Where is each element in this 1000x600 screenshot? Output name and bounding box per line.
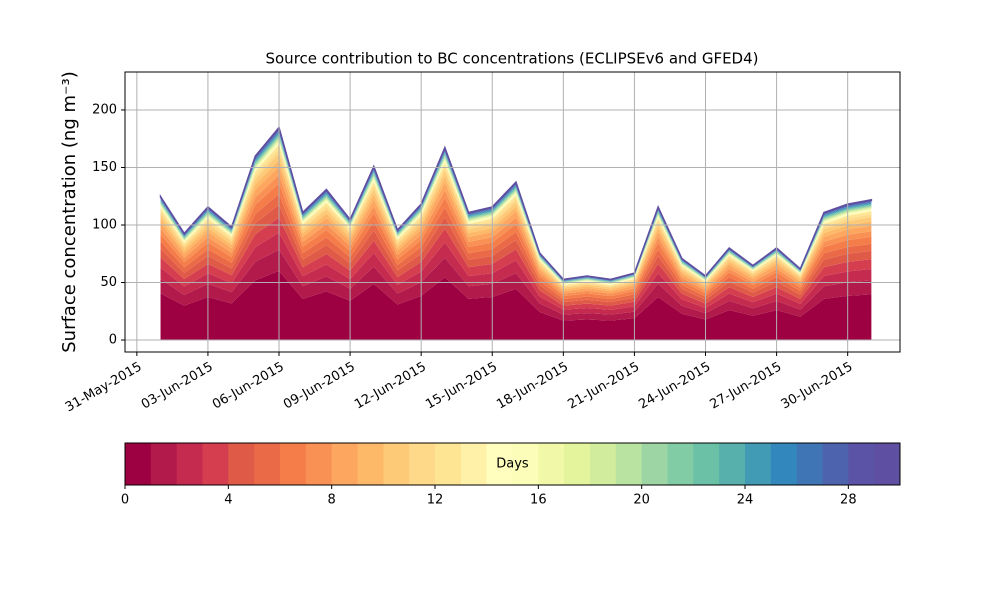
colorbar-swatch <box>305 443 333 485</box>
x-tick-label: 21-Jun-2015 <box>565 360 642 413</box>
colorbar-tick-label: 0 <box>121 493 129 508</box>
x-tick-label: 27-Jun-2015 <box>708 360 785 413</box>
colorbar-swatch <box>435 443 462 485</box>
area-layer <box>160 232 872 315</box>
colorbar-label: Days <box>496 457 529 472</box>
colorbar-swatch <box>228 443 255 485</box>
colorbar-swatch <box>538 443 565 485</box>
colorbar-swatch <box>512 443 539 485</box>
colorbar-swatch <box>822 443 849 485</box>
colorbar-tick-label: 12 <box>427 493 444 508</box>
y-tick-label: 0 <box>109 333 117 348</box>
x-tick-label: 30-Jun-2015 <box>779 360 856 413</box>
colorbar-swatch <box>615 443 643 485</box>
plot-frame <box>124 71 901 353</box>
area-layer <box>160 204 872 306</box>
colorbar-swatch <box>564 443 591 485</box>
y-tick-label: 100 <box>92 217 117 232</box>
x-tick-label: 18-Jun-2015 <box>494 360 571 413</box>
colorbar-swatch <box>150 443 178 485</box>
colorbar-swatch <box>125 443 152 485</box>
x-tick-label: 12-Jun-2015 <box>352 360 429 413</box>
colorbar-swatch <box>641 443 668 485</box>
y-tick-label: 50 <box>100 275 117 290</box>
colorbar-tick-label: 8 <box>328 493 336 508</box>
colorbar-swatch <box>770 443 798 485</box>
colorbar-swatch <box>383 443 410 485</box>
colorbar-swatch <box>590 443 617 485</box>
colorbar-swatch <box>409 443 436 485</box>
colorbar-swatch <box>486 443 513 485</box>
y-axis-label: Surface concentration (ng m⁻³) <box>59 71 80 353</box>
colorbar-frame <box>124 442 901 486</box>
colorbar-swatch <box>796 443 823 485</box>
colorbar-swatch <box>460 443 488 485</box>
area-layer <box>160 249 872 321</box>
x-tick-label: 06-Jun-2015 <box>210 360 287 413</box>
x-tick-label: 24-Jun-2015 <box>636 360 713 413</box>
colorbar-swatch <box>693 443 720 485</box>
colorbar-swatch <box>719 443 746 485</box>
colorbar-tick-label: 20 <box>633 493 650 508</box>
colorbar-swatch <box>202 443 229 485</box>
colorbar-swatch <box>280 443 307 485</box>
colorbar-swatch <box>331 443 358 485</box>
colorbar-tick-label: 28 <box>840 493 857 508</box>
colorbar-swatch <box>848 443 875 485</box>
colorbar-swatch <box>357 443 384 485</box>
chart-title: Source contribution to BC concentrations… <box>265 50 758 68</box>
colorbar-swatch <box>745 443 772 485</box>
colorbar-tick-label: 4 <box>224 493 232 508</box>
area-layer <box>160 217 872 310</box>
x-tick-label: 15-Jun-2015 <box>423 360 500 413</box>
area-layer <box>160 270 872 341</box>
colorbar-tick-label: 24 <box>737 493 754 508</box>
y-tick-label: 150 <box>92 160 117 175</box>
colorbar-swatch <box>874 443 901 485</box>
area-layer <box>160 194 872 303</box>
colorbar-swatch <box>254 443 281 485</box>
y-tick-label: 200 <box>92 102 117 117</box>
colorbar-swatch <box>176 443 203 485</box>
x-tick-label: 09-Jun-2015 <box>281 360 358 413</box>
x-tick-label: 03-Jun-2015 <box>139 360 216 413</box>
x-tick-label: 31-May-2015 <box>63 360 145 416</box>
colorbar-swatch <box>667 443 694 485</box>
colorbar-tick-label: 16 <box>530 493 547 508</box>
area-layer <box>159 125 873 281</box>
